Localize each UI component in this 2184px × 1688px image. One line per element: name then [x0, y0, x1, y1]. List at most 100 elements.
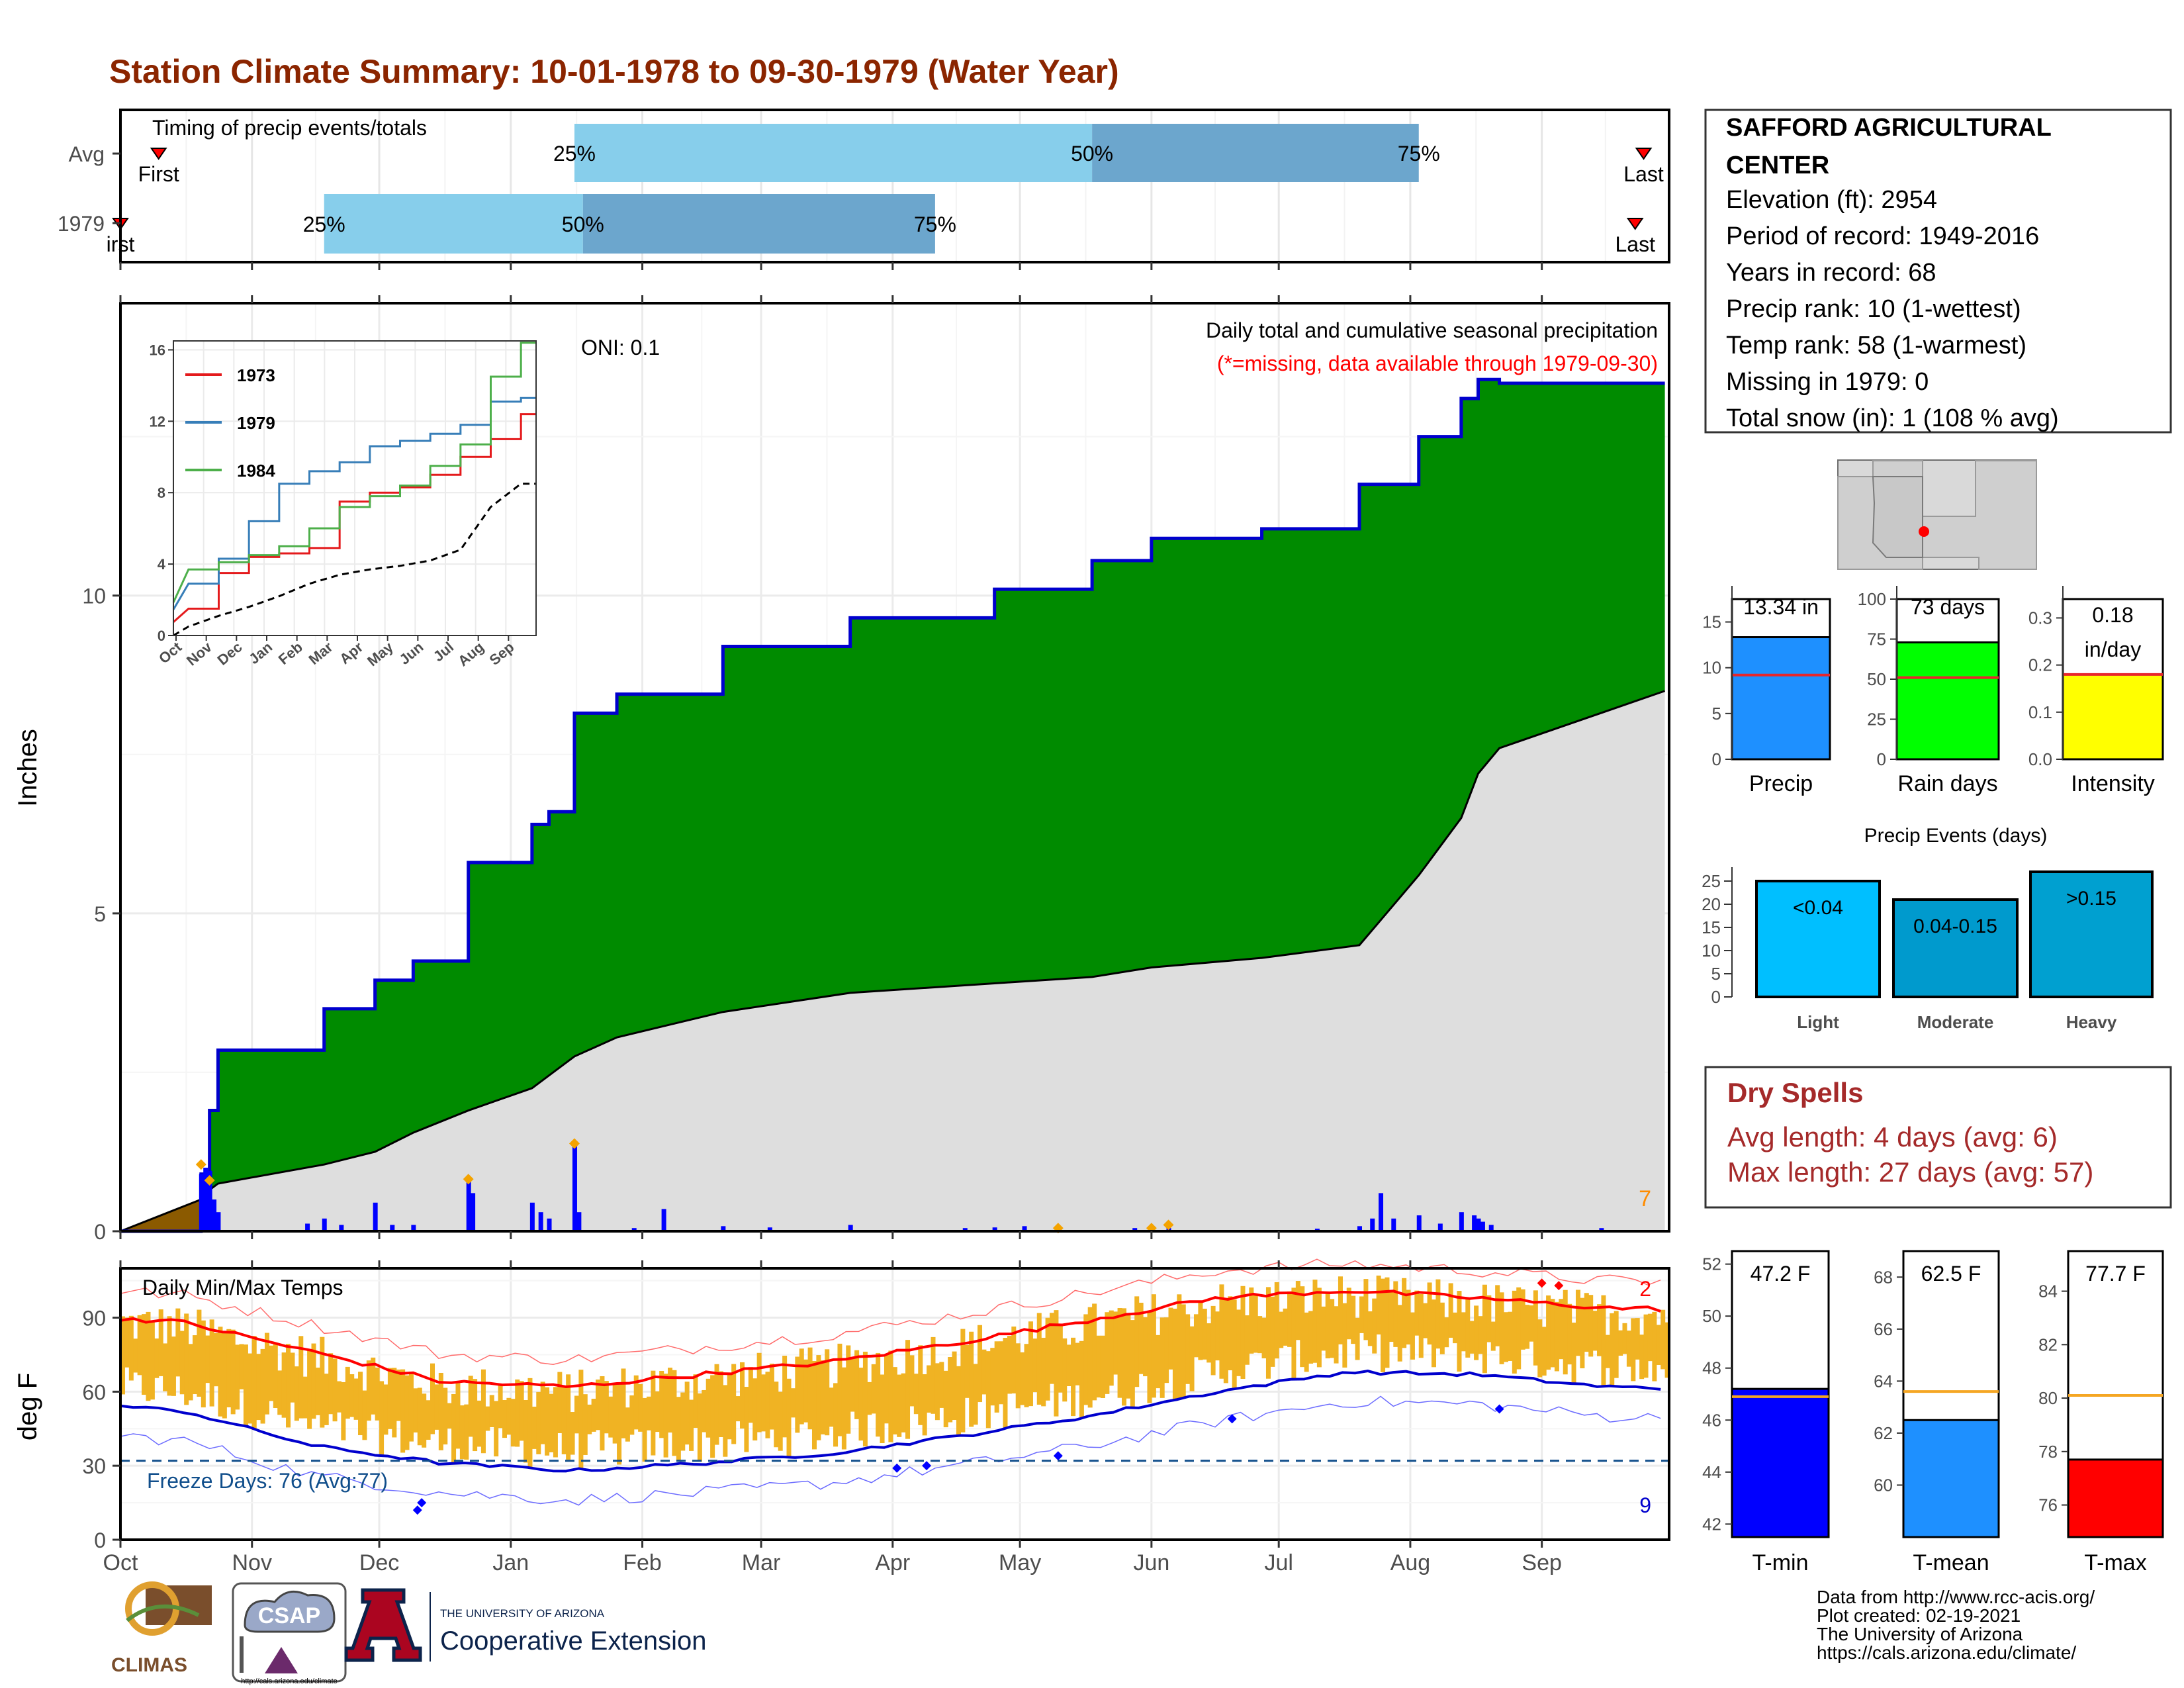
precip-event-bar-label: <0.04	[1793, 897, 1843, 919]
daily-temp-bar	[1614, 1311, 1619, 1378]
daily-precip-bar	[1599, 1228, 1604, 1231]
daily-temp-bar	[918, 1345, 923, 1425]
daily-temp-bar	[892, 1367, 897, 1434]
daily-temp-bar	[905, 1340, 911, 1439]
daily-precip-bar	[207, 1170, 212, 1231]
last-event-marker	[1635, 148, 1653, 160]
daily-precip-bar	[1416, 1215, 1422, 1231]
temp-summary-tick-label: 42	[1702, 1514, 1721, 1534]
timing-frame	[119, 109, 1670, 263]
daily-temp-bar	[608, 1396, 614, 1438]
daily-temp-bar	[697, 1393, 702, 1462]
daily-precip-bar	[992, 1227, 997, 1231]
daily-temp-bar	[731, 1364, 737, 1444]
ua-a-icon	[344, 1588, 422, 1662]
daily-temp-bar	[782, 1355, 788, 1438]
daily-temp-bar	[1189, 1326, 1195, 1391]
daily-temp-bar	[1164, 1317, 1169, 1383]
daily-temp-bar	[927, 1365, 932, 1413]
daily-temp-bar	[591, 1399, 596, 1432]
station-precip-rank: Precip rank: 10 (1-wettest)	[1726, 295, 2021, 323]
daily-temp-bar	[353, 1378, 359, 1420]
observed-cumulative-area	[120, 379, 1665, 1231]
daily-temp-bar	[1007, 1336, 1012, 1394]
daily-temp-bar	[1520, 1289, 1525, 1350]
daily-temp-bar	[400, 1369, 406, 1453]
daily-temp-bar	[1105, 1312, 1110, 1394]
mini-bar-value-label: 73 days	[1911, 595, 1985, 619]
daily-temp-bar	[1355, 1317, 1360, 1360]
daily-temp-bar	[570, 1412, 575, 1455]
daily-temp-bar	[1265, 1287, 1271, 1379]
daily-temp-bar	[846, 1345, 851, 1434]
mini-bar-label: Rain days	[1897, 771, 1997, 796]
daily-temp-bar	[434, 1384, 439, 1430]
daily-temp-bar	[1147, 1311, 1152, 1403]
daily-temp-bar	[862, 1351, 868, 1447]
daily-temp-bar	[464, 1404, 469, 1460]
temp-summary-label: T-min	[1752, 1550, 1809, 1575]
daily-temp-bar	[1109, 1310, 1114, 1386]
daily-temp-bar	[680, 1392, 686, 1451]
daily-temp-bar	[451, 1393, 457, 1464]
daily-temp-bar	[1388, 1291, 1394, 1342]
precip-event-bar	[1755, 880, 1881, 998]
daily-temp-bar	[1661, 1309, 1666, 1370]
csap-cloud-icon	[244, 1590, 336, 1633]
daily-temp-bar	[1325, 1292, 1330, 1359]
freeze-days-label: Freeze Days: 76 (Avg:77)	[147, 1469, 388, 1493]
record-precip-marker	[1163, 1219, 1174, 1231]
daily-temp-bar	[1062, 1338, 1068, 1402]
footer-url: https://cals.arizona.edu/climate/	[1817, 1642, 2076, 1663]
daily-temp-bar	[1402, 1278, 1407, 1348]
daily-temp-bar	[1092, 1303, 1097, 1401]
daily-temp-bar	[1639, 1335, 1645, 1380]
daily-temp-bar	[404, 1375, 410, 1450]
dry-spells-title: Dry Spells	[1727, 1077, 1863, 1108]
daily-temp-bar	[485, 1406, 490, 1431]
daily-temp-bar	[146, 1311, 151, 1401]
daily-temp-bar	[676, 1397, 681, 1462]
daily-temp-bar	[803, 1359, 809, 1423]
observed-cumulative-line	[120, 377, 1665, 1233]
events-tick-label: 25	[1702, 871, 1721, 891]
events-tick-label: 5	[1711, 964, 1721, 984]
temp-y-tick-label: 90	[82, 1307, 106, 1331]
month-tick-label: Sep	[1522, 1550, 1562, 1575]
daily-temp-bar	[209, 1319, 214, 1407]
daily-temp-bar	[1079, 1340, 1084, 1417]
daily-temp-bar	[133, 1338, 138, 1373]
daily-temp-bar	[260, 1348, 265, 1424]
daily-temp-bar	[506, 1397, 512, 1435]
daily-temp-bar	[1304, 1312, 1309, 1372]
daily-temp-bar	[371, 1357, 376, 1415]
daily-temp-bar	[566, 1374, 571, 1460]
precip-panel: 0 5 10 Inches Daily total and cumulative s…	[13, 262, 1670, 1244]
record-precip-marker	[195, 1159, 206, 1170]
daily-temp-bar	[1431, 1299, 1436, 1368]
record-high-marker	[1537, 1278, 1547, 1288]
temp-frame	[119, 1267, 1670, 1541]
daily-temp-bar	[426, 1400, 431, 1440]
daily-precip-bar	[767, 1227, 772, 1231]
daily-temp-bar	[502, 1399, 507, 1438]
daily-temp-bar	[328, 1353, 334, 1415]
daily-temp-bar	[1020, 1352, 1025, 1405]
daily-temp-bar	[124, 1317, 130, 1368]
quartile-bar-light	[324, 194, 583, 254]
daily-temp-bar	[985, 1351, 991, 1429]
daily-temp-bar	[1100, 1335, 1105, 1398]
daily-precip-bar	[411, 1225, 416, 1231]
mini-bar-tick-label: 10	[1702, 658, 1721, 678]
daily-precip-bar	[216, 1212, 221, 1231]
daily-temp-bar	[545, 1387, 550, 1456]
daily-temp-bar	[226, 1329, 232, 1408]
daily-precip-bar	[322, 1218, 327, 1231]
daily-temp-bar	[1334, 1306, 1339, 1364]
quartile-bar-dark	[1092, 124, 1419, 182]
daily-temp-bar	[727, 1372, 732, 1440]
daily-temp-bar	[557, 1372, 563, 1434]
daily-temp-bar	[952, 1351, 957, 1421]
daily-temp-bar	[625, 1407, 630, 1442]
quartile-label-50: 50%	[562, 212, 604, 236]
